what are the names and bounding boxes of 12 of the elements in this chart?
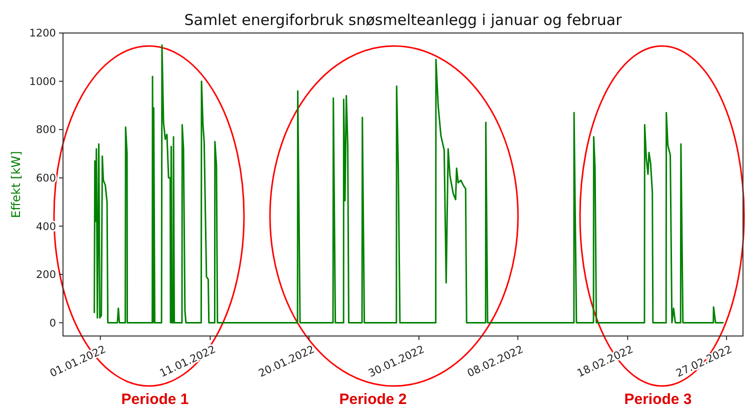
y-tick-label: 1000 [29,76,56,88]
y-tick-label: 200 [36,269,56,282]
text: Periode 2 [339,391,407,408]
chart-title: Samlet energiforbruk snøsmelteanlegg i januar og februar [184,11,623,29]
text: Periode 1 [121,391,189,408]
y-tick-label: 0 [49,317,56,330]
y-tick-label: 1200 [29,28,56,40]
text: Periode 3 [624,391,692,408]
y-tick-label: 800 [36,124,56,136]
line-series [94,44,724,324]
y-tick-label: 600 [36,172,56,185]
y-axis-title: Effekt [kW] [9,151,23,218]
